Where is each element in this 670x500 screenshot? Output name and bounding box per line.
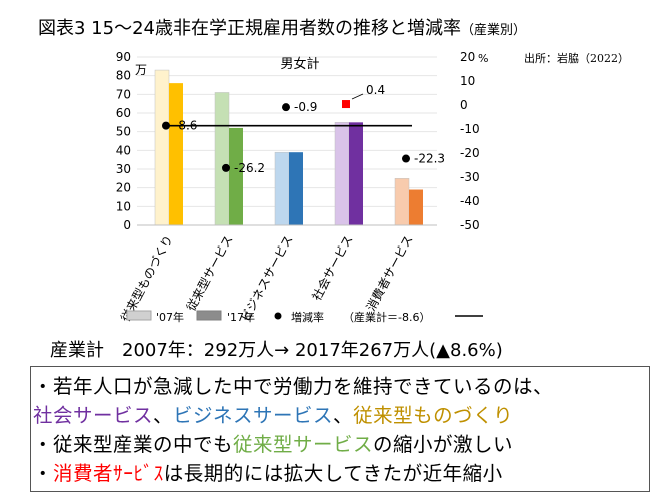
rate-label: 0.4	[366, 83, 385, 97]
bar-2007	[214, 92, 230, 226]
bullet-mark: ・	[33, 433, 54, 456]
left-tick-label: 20	[116, 181, 131, 195]
legend-swatch-2007	[126, 310, 152, 321]
left-tick-label: 80	[116, 69, 131, 83]
bar-2017	[169, 83, 183, 225]
bar-2017	[349, 122, 363, 225]
bullet-3: ・消費者ｻｰﾋﾞｽは長期的には拡大してきたが近年縮小	[33, 457, 503, 486]
rate-label: -0.9	[294, 100, 317, 114]
highlight-consumer-service: 消費者ｻｰﾋﾞｽ	[53, 462, 164, 485]
summary-label: 産業計	[50, 340, 104, 361]
rate-label: -22.3	[414, 152, 445, 166]
bullet-2: ・従来型産業の中でも従来型サービスの縮小が激しい	[33, 428, 513, 457]
legend-label-total: （産業計＝-8.6）	[343, 310, 430, 324]
bullet-2-text-post: の縮小が激しい	[373, 433, 514, 456]
rate-marker	[282, 103, 290, 112]
bar-2017	[229, 127, 243, 225]
right-tick-label: 10	[460, 74, 475, 88]
panel-title: 男女計	[280, 56, 319, 72]
right-axis-ticks: -50 -40 -30 -20 -10 0 10 20	[460, 50, 480, 232]
left-tick-label: 30	[116, 162, 131, 176]
bullet-1-text: 若年人口が急減した中で労働力を維持できているのは、	[53, 375, 554, 398]
summary-text: 2007年：292万人→ 2017年267万人(▲8.6%)	[122, 340, 503, 361]
right-tick-label: -20	[460, 146, 480, 160]
rate-marker-highlight	[342, 100, 350, 109]
separator: 、	[333, 404, 354, 427]
right-tick-label: -40	[460, 194, 480, 208]
right-axis-unit: %	[478, 52, 488, 65]
legend-label-2007: '07年	[156, 310, 184, 324]
rate-marker	[162, 121, 170, 130]
rate-leader-line	[351, 93, 364, 100]
legend-swatch-2017	[196, 310, 222, 321]
bullet-mark: ・	[33, 375, 54, 398]
separator: 、	[153, 404, 174, 427]
source-note: 出所：岩脇（2022）	[524, 52, 629, 65]
right-tick-label: 0	[460, 98, 468, 112]
industry-summary: 産業計 2007年：292万人→ 2017年267万人(▲8.6%)	[50, 336, 503, 362]
key-points-box: ・若年人口が急減した中で労働力を維持できているのは、 社会サービス、ビジネスサー…	[30, 366, 650, 492]
left-tick-label: 90	[116, 50, 131, 64]
change-rate-markers: -8.6 -26.2 -0.9 0.4 -22.3	[162, 83, 445, 175]
highlight-business-service: ビジネスサービス	[173, 404, 334, 427]
left-tick-label: 60	[116, 106, 131, 120]
category-label: 従来型サービス	[184, 233, 236, 314]
rate-marker	[402, 154, 410, 163]
bullet-mark: ・	[33, 462, 54, 485]
category-label: 消費者サービス	[363, 232, 416, 313]
figure-title: 図表3 15〜24歳非在学正規雇用者数の推移と増減率（産業別）	[38, 14, 526, 40]
bullet-1-continued: 社会サービス、ビジネスサービス、従来型ものづくり	[33, 399, 513, 428]
highlight-traditional-service: 従来型サービス	[233, 433, 374, 456]
bar-2007	[334, 122, 350, 226]
right-tick-label: -10	[460, 122, 480, 136]
rate-label: -8.6	[174, 119, 197, 133]
rate-label: -26.2	[234, 161, 265, 175]
bar-2017	[289, 152, 303, 225]
left-axis-unit: 万	[135, 63, 147, 77]
left-tick-label: 50	[116, 125, 131, 139]
left-tick-label: 10	[116, 199, 131, 213]
right-tick-label: -30	[460, 170, 480, 184]
left-tick-label: 0	[123, 218, 131, 232]
figure-title-main: 図表3 15〜24歳非在学正規雇用者数の推移と増減率	[38, 18, 461, 39]
bar-2007	[394, 178, 410, 226]
rate-marker	[222, 163, 230, 172]
figure-title-sub: （産業別）	[460, 23, 526, 38]
legend-label-rate: 増減率	[291, 310, 324, 324]
bar-2007	[154, 69, 170, 226]
bar-2017	[409, 189, 423, 225]
bars	[154, 69, 423, 226]
legend-rate-dot	[274, 312, 282, 320]
bullet-2-text-pre: 従来型産業の中でも	[53, 433, 234, 456]
bar-2007	[274, 151, 290, 226]
highlight-manufacturing: 従来型ものづくり	[353, 404, 514, 427]
category-label: 社会サービス	[309, 232, 356, 303]
legend: '07年 '17年 増減率 （産業計＝-8.6）	[126, 310, 483, 324]
bullet-1: ・若年人口が急減した中で労働力を維持できているのは、	[33, 370, 553, 399]
bullet-3-text-post: は長期的には拡大してきたが近年縮小	[163, 462, 503, 485]
left-axis-ticks: 0 10 20 30 40 50 60 70 80 90	[116, 50, 131, 232]
right-tick-label: 20	[460, 50, 475, 64]
left-tick-label: 70	[116, 87, 131, 101]
chart: 0 10 20 30 40 50 60 70 80 90 -50 -40 -30 -20 -10 0 10 20…	[116, 50, 489, 324]
highlight-social-service: 社会サービス	[33, 404, 154, 427]
legend-label-2017: '17年	[227, 310, 255, 324]
right-tick-label: -50	[460, 218, 480, 232]
left-tick-label: 40	[116, 143, 131, 157]
